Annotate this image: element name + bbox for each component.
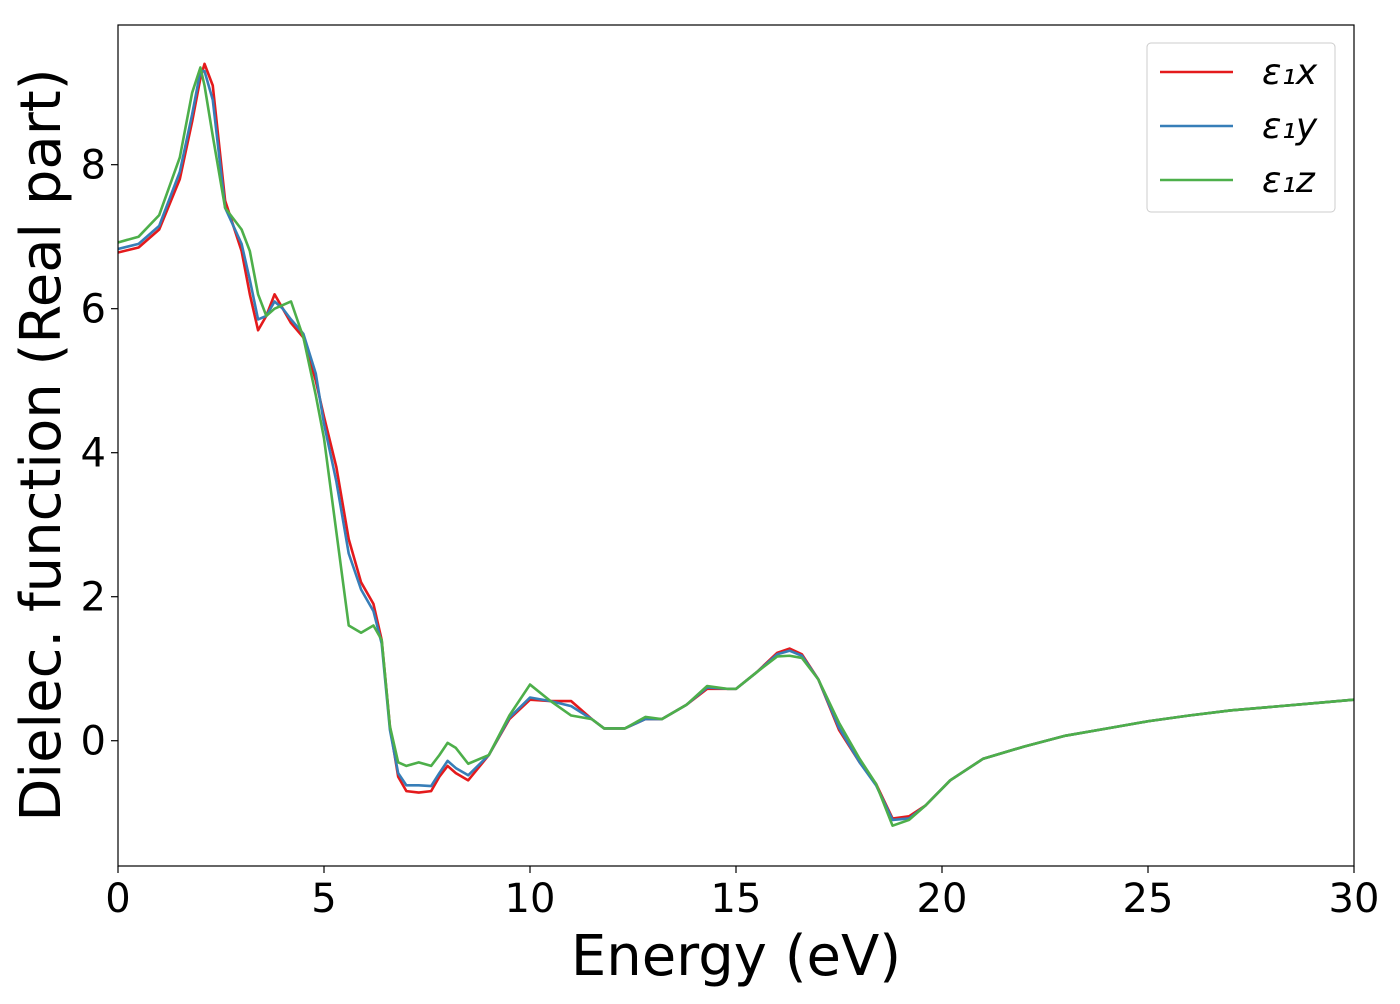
y-tick-label: 0 [81, 719, 106, 765]
legend-box [1146, 42, 1336, 213]
x-tick-label: 15 [711, 876, 762, 922]
legend-label: ε₁z [1262, 160, 1316, 201]
y-tick-label: 4 [81, 431, 106, 477]
x-tick-label: 30 [1329, 876, 1380, 922]
legend-label: ε₁y [1262, 106, 1318, 147]
y-tick-label: 6 [81, 287, 106, 333]
x-tick-label: 25 [1123, 876, 1174, 922]
legend-label: ε₁x [1262, 52, 1318, 93]
y-tick-label: 8 [81, 143, 106, 189]
x-tick-label: 10 [505, 876, 556, 922]
x-tick-label: 0 [105, 876, 130, 922]
plot-frame [117, 24, 1355, 867]
y-axis-label: Dielec. function (Real part) [9, 68, 74, 821]
y-tick-label: 2 [81, 575, 106, 621]
x-tick-label: 20 [917, 876, 968, 922]
x-axis-label: Energy (eV) [571, 924, 901, 989]
series-line [118, 66, 1354, 827]
x-tick-label: 5 [311, 876, 336, 922]
